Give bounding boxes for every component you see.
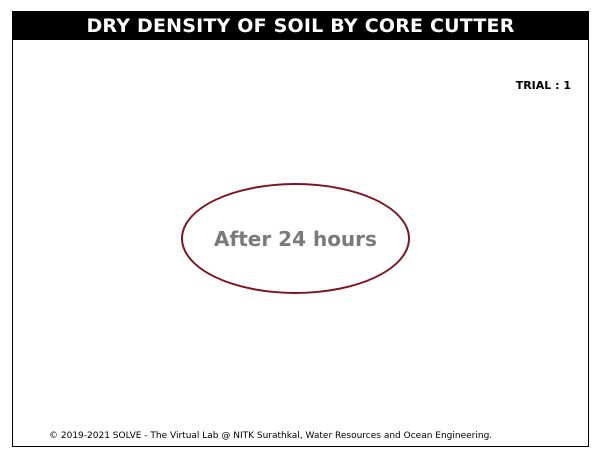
footer-copyright: © 2019-2021 SOLVE - The Virtual Lab @ NI…	[49, 431, 493, 441]
experiment-panel: DRY DENSITY OF SOIL BY CORE CUTTER TRIAL…	[12, 11, 589, 447]
status-ellipse: After 24 hours	[181, 183, 410, 294]
status-message: After 24 hours	[214, 226, 377, 251]
page-title: DRY DENSITY OF SOIL BY CORE CUTTER	[13, 12, 588, 40]
trial-indicator: TRIAL : 1	[515, 79, 571, 92]
